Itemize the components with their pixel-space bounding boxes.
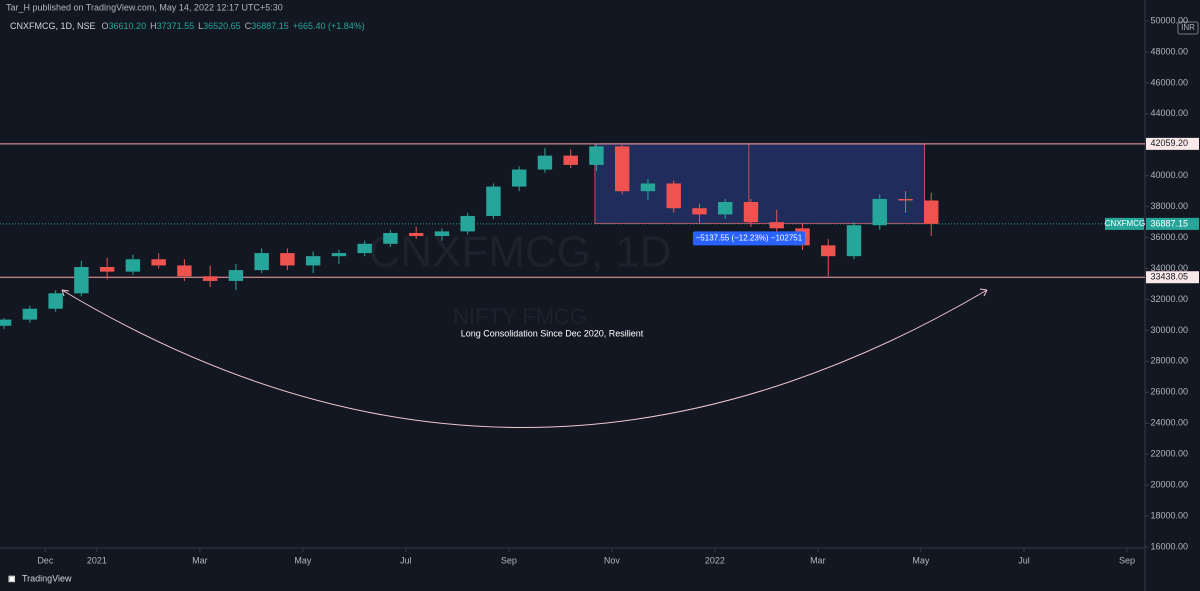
- candle-body: [718, 202, 733, 215]
- y-tick-label: 36000.00: [1150, 232, 1188, 242]
- candle-body: [0, 319, 12, 326]
- candle-body: [460, 215, 475, 232]
- footer: TradingView: [22, 573, 72, 583]
- candle-body: [151, 259, 166, 266]
- candle-body: [924, 200, 939, 224]
- ohlc-value: 36520.65: [203, 21, 241, 31]
- candle-body: [846, 225, 862, 257]
- y-tick-label: 20000.00: [1150, 479, 1188, 489]
- candle-body: [743, 202, 759, 223]
- ohlc-key: H: [150, 21, 157, 31]
- x-tick-label: Dec: [37, 555, 54, 565]
- x-tick-label: Mar: [192, 555, 208, 565]
- y-tick-label: 34000.00: [1150, 263, 1188, 273]
- candle-body: [589, 146, 604, 165]
- x-tick-label: Jul: [1018, 555, 1030, 565]
- y-tick-label: 30000.00: [1150, 325, 1188, 335]
- candle-body: [537, 155, 553, 170]
- candle-body: [821, 245, 836, 257]
- publisher: Tar_H published on TradingView.com, May …: [6, 2, 283, 12]
- x-tick-label: 2022: [705, 555, 725, 565]
- symbol-tag-label: CNXFMCG: [1105, 219, 1145, 228]
- y-tick-label: 44000.00: [1150, 108, 1188, 118]
- ohlc-value: 36887.15: [251, 21, 289, 31]
- candle-body: [254, 253, 269, 271]
- symbol-tag: [1105, 217, 1144, 230]
- arc-drawing: [61, 289, 988, 428]
- price-tag: [1146, 217, 1199, 230]
- candle-body: [383, 232, 398, 244]
- candle-body: [511, 169, 527, 187]
- level-label: 42059.20: [1150, 138, 1188, 148]
- ohlc-value: 36610.20: [109, 21, 147, 31]
- y-tick-label: 28000.00: [1150, 356, 1188, 366]
- candle-body: [563, 155, 578, 165]
- x-tick-label: Sep: [1119, 555, 1135, 565]
- x-tick-label: May: [294, 555, 312, 565]
- ohlc-key: C: [245, 21, 252, 31]
- candle-body: [202, 276, 218, 281]
- candle-body: [125, 259, 141, 272]
- x-tick-label: 2021: [87, 555, 107, 565]
- candle-body: [305, 256, 321, 266]
- candle-body: [74, 266, 89, 294]
- y-tick-label: 40000.00: [1150, 170, 1188, 180]
- top-bar: [0, 0, 1200, 16]
- price-tag-label: 36887.15: [1150, 218, 1188, 228]
- annotation: Long Consolidation Since Dec 2020, Resil…: [461, 328, 644, 338]
- ohlc-value: 37371.55: [157, 21, 195, 31]
- candle-body: [357, 243, 372, 254]
- change: +665.40 (+1.84%): [293, 21, 365, 31]
- y-tick-label: 24000.00: [1150, 418, 1188, 428]
- y-tick-label: 18000.00: [1150, 510, 1188, 520]
- level-tag: [1146, 271, 1199, 284]
- candle-body: [640, 183, 656, 192]
- level-label: 33438.05: [1150, 272, 1188, 282]
- x-tick-label: Mar: [810, 555, 826, 565]
- candle-body: [48, 293, 63, 309]
- candle-body: [434, 231, 450, 237]
- y-tick-label: 32000.00: [1150, 294, 1188, 304]
- y-tick-label: 38000.00: [1150, 201, 1188, 211]
- x-tick-label: Jul: [400, 555, 412, 565]
- y-tick-label: 46000.00: [1150, 77, 1188, 87]
- candle-body: [666, 183, 681, 209]
- x-tick-label: May: [912, 555, 930, 565]
- y-tick-label: 48000.00: [1150, 46, 1188, 56]
- y-tick-label: 50000.00: [1150, 15, 1188, 25]
- y-tick-label: 16000.00: [1150, 541, 1188, 551]
- candle-body: [872, 198, 887, 226]
- candle-body: [280, 253, 295, 266]
- watermark: NIFTY FMCG: [453, 304, 587, 329]
- candle-body: [898, 198, 913, 201]
- candle-body: [331, 253, 347, 257]
- ohlc-key: O: [102, 21, 109, 31]
- y-tick-label: 22000.00: [1150, 449, 1188, 459]
- candle-body: [408, 232, 424, 237]
- candle-body: [99, 266, 115, 272]
- legend: CNXFMCG, 1D, NSE O36610.20 H37371.55 L36520…: [10, 21, 365, 31]
- candle-body: [228, 270, 244, 281]
- candle-body: [614, 146, 630, 192]
- ohlc-key: L: [198, 21, 203, 31]
- y-tick-label: 26000.00: [1150, 387, 1188, 397]
- candle-body: [692, 208, 707, 215]
- candle-body: [769, 222, 784, 229]
- candle-body: [486, 186, 501, 216]
- measure-label: −5137.55 (−12.23%) −102751: [696, 233, 803, 242]
- logo-mark: ▣: [8, 574, 16, 583]
- currency-badge: [1177, 21, 1199, 35]
- currency: INR: [1181, 23, 1195, 32]
- symbol: CNXFMCG, 1D, NSE: [10, 21, 96, 31]
- x-tick-label: Sep: [501, 555, 517, 565]
- measure-box: [692, 231, 805, 246]
- arc-arrow: [61, 288, 988, 297]
- x-tick-label: Nov: [604, 555, 621, 565]
- candle-body: [177, 265, 192, 277]
- level-tag: [1146, 137, 1199, 150]
- candle-body: [22, 308, 38, 320]
